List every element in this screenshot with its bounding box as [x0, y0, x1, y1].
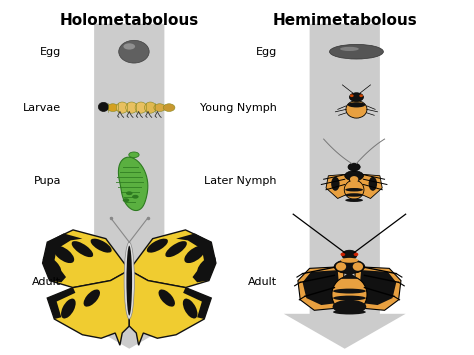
- Ellipse shape: [163, 104, 175, 111]
- Ellipse shape: [359, 94, 363, 97]
- Ellipse shape: [345, 171, 364, 181]
- Ellipse shape: [333, 296, 366, 300]
- Text: Egg: Egg: [40, 47, 61, 57]
- Ellipse shape: [348, 163, 360, 171]
- Ellipse shape: [342, 250, 357, 260]
- Ellipse shape: [353, 262, 363, 271]
- Ellipse shape: [83, 289, 100, 307]
- Polygon shape: [359, 270, 396, 305]
- Ellipse shape: [340, 258, 358, 263]
- Text: Egg: Egg: [255, 47, 277, 57]
- Ellipse shape: [147, 239, 168, 253]
- Ellipse shape: [334, 260, 365, 274]
- Ellipse shape: [129, 152, 139, 158]
- Ellipse shape: [132, 195, 138, 199]
- Text: Hemimetabolous: Hemimetabolous: [273, 13, 417, 28]
- Ellipse shape: [91, 239, 112, 253]
- Ellipse shape: [349, 93, 364, 102]
- Ellipse shape: [184, 246, 205, 263]
- Polygon shape: [359, 174, 382, 198]
- Ellipse shape: [345, 193, 363, 197]
- Polygon shape: [341, 272, 358, 279]
- Ellipse shape: [350, 94, 354, 97]
- Ellipse shape: [135, 102, 147, 113]
- Ellipse shape: [347, 102, 365, 108]
- Ellipse shape: [117, 102, 128, 113]
- Ellipse shape: [124, 242, 135, 319]
- Ellipse shape: [61, 299, 76, 318]
- Ellipse shape: [344, 180, 364, 200]
- Ellipse shape: [345, 198, 363, 202]
- Ellipse shape: [340, 47, 359, 51]
- Polygon shape: [302, 270, 340, 305]
- Ellipse shape: [350, 176, 358, 182]
- Text: Larvae: Larvae: [23, 103, 61, 113]
- Ellipse shape: [158, 289, 175, 307]
- Ellipse shape: [53, 246, 74, 263]
- Ellipse shape: [107, 104, 118, 111]
- Ellipse shape: [333, 289, 366, 294]
- Polygon shape: [284, 24, 406, 349]
- Text: Adult: Adult: [32, 277, 61, 287]
- Ellipse shape: [369, 177, 377, 191]
- Ellipse shape: [145, 102, 156, 113]
- Polygon shape: [326, 174, 349, 198]
- Polygon shape: [183, 288, 211, 319]
- Ellipse shape: [123, 198, 129, 202]
- Ellipse shape: [126, 102, 137, 113]
- Ellipse shape: [183, 299, 198, 318]
- Ellipse shape: [98, 102, 109, 111]
- Ellipse shape: [333, 302, 366, 307]
- Ellipse shape: [354, 253, 358, 256]
- Polygon shape: [176, 233, 216, 282]
- Ellipse shape: [345, 188, 363, 191]
- Ellipse shape: [197, 256, 216, 274]
- Polygon shape: [129, 270, 211, 345]
- Ellipse shape: [333, 300, 366, 314]
- Polygon shape: [129, 230, 216, 288]
- Ellipse shape: [127, 246, 132, 316]
- Ellipse shape: [72, 241, 93, 257]
- Ellipse shape: [336, 262, 346, 271]
- Ellipse shape: [123, 43, 135, 50]
- Text: Pupa: Pupa: [34, 176, 61, 186]
- Polygon shape: [298, 267, 344, 310]
- Text: Adult: Adult: [248, 277, 277, 287]
- Ellipse shape: [346, 100, 367, 118]
- Ellipse shape: [332, 276, 367, 313]
- Ellipse shape: [329, 44, 383, 59]
- Polygon shape: [47, 288, 75, 319]
- Ellipse shape: [331, 177, 339, 191]
- Text: Holometabolous: Holometabolous: [60, 13, 199, 28]
- Text: Later Nymph: Later Nymph: [204, 176, 277, 186]
- Polygon shape: [68, 24, 190, 349]
- Text: Young Nymph: Young Nymph: [200, 103, 277, 113]
- Ellipse shape: [43, 256, 61, 274]
- Polygon shape: [43, 230, 129, 288]
- Polygon shape: [118, 157, 148, 211]
- Ellipse shape: [154, 104, 165, 111]
- Polygon shape: [43, 233, 82, 282]
- Polygon shape: [355, 267, 401, 310]
- Ellipse shape: [340, 253, 345, 256]
- Ellipse shape: [118, 40, 149, 63]
- Ellipse shape: [165, 241, 187, 257]
- Polygon shape: [47, 270, 129, 345]
- Ellipse shape: [126, 191, 133, 195]
- Ellipse shape: [333, 310, 366, 315]
